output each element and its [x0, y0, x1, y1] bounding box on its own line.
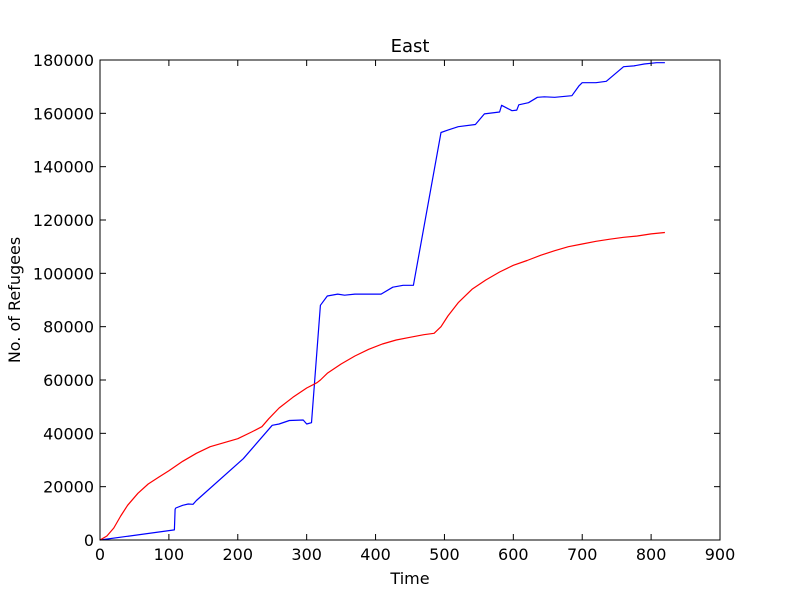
y-axis-label: No. of Refugees	[5, 237, 24, 363]
y-tick-label-3: 60000	[43, 371, 94, 390]
y-tick-label-0: 0	[84, 531, 94, 550]
x-tick-label-5: 500	[429, 545, 460, 564]
x-tick-label-2: 200	[223, 545, 254, 564]
series-layer	[99, 62, 665, 541]
y-tick-label-6: 120000	[33, 211, 94, 230]
plot-frame	[99, 59, 721, 541]
x-tick-label-8: 800	[636, 545, 667, 564]
series-line-2	[99, 231, 665, 541]
x-tick-label-6: 600	[498, 545, 529, 564]
y-tick-label-2: 40000	[43, 424, 94, 443]
x-tick-label-1: 100	[154, 545, 185, 564]
series-line-1	[99, 62, 665, 541]
y-tick-label-7: 140000	[33, 158, 94, 177]
x-tick-label-9: 900	[705, 545, 736, 564]
y-tick-label-4: 80000	[43, 318, 94, 337]
x-tick-label-7: 700	[567, 545, 598, 564]
y-tick-label-9: 180000	[33, 51, 94, 70]
x-tick-label-3: 300	[291, 545, 322, 564]
y-tick-label-5: 100000	[33, 264, 94, 283]
y-tick-label-8: 160000	[33, 104, 94, 123]
ticks-layer: 0 100 200 300 400 500 600 700 800 900 0 20000 40000 6…	[33, 51, 735, 564]
y-tick-label-1: 20000	[43, 478, 94, 497]
x-axis-label: Time	[389, 569, 429, 588]
x-tick-label-0: 0	[95, 545, 105, 564]
chart-title: East	[391, 36, 430, 57]
x-tick-label-4: 400	[360, 545, 391, 564]
